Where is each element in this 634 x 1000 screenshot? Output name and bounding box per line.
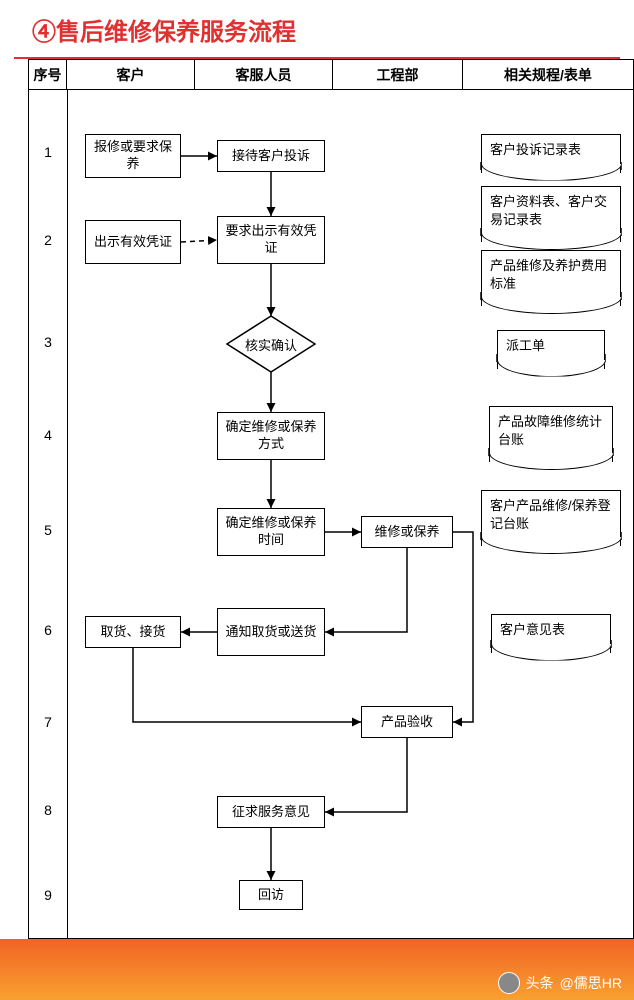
page-background: ④售后维修保养服务流程 序号 客户 客服人员 工程部 相关规程/表单 1 2 3: [0, 0, 634, 1000]
process-box: 要求出示有效凭证: [217, 216, 325, 264]
process-box: 产品验收: [361, 706, 453, 738]
row-number: 6: [29, 622, 67, 638]
document-shape: 客户意见表: [491, 614, 611, 653]
col-header-seq: 序号: [29, 60, 67, 89]
col-header-doc: 相关规程/表单: [463, 60, 633, 89]
document-shape: 客户投诉记录表: [481, 134, 621, 173]
flowchart-sheet: 序号 客户 客服人员 工程部 相关规程/表单 1 2 3 4 5 6 7 8 9 报修或要求保养 接…: [28, 59, 634, 939]
row-number: 3: [29, 334, 67, 350]
document-shape: 客户产品维修/保养登记台账: [481, 490, 621, 546]
attribution: 头条 @儒思HR: [498, 972, 622, 994]
process-box: 取货、接货: [85, 616, 181, 648]
attribution-name: @儒思HR: [560, 973, 622, 993]
process-box: 确定维修或保养时间: [217, 508, 325, 556]
document-shape: 产品故障维修统计台账: [489, 406, 613, 462]
process-box: 回访: [239, 880, 303, 910]
row-number: 9: [29, 887, 67, 903]
process-box: 维修或保养: [361, 516, 453, 548]
process-box: 出示有效凭证: [85, 220, 181, 264]
process-box: 确定维修或保养方式: [217, 412, 325, 460]
document-shape: 客户资料表、客户交易记录表: [481, 186, 621, 242]
page-title: ④售后维修保养服务流程: [14, 0, 620, 59]
row-number: 5: [29, 522, 67, 538]
row-number: 2: [29, 232, 67, 248]
attribution-prefix: 头条: [526, 973, 554, 993]
col-header-cs: 客服人员: [195, 60, 333, 89]
process-box: 报修或要求保养: [85, 134, 181, 178]
row-number: 7: [29, 714, 67, 730]
document-shape: 派工单: [497, 330, 605, 369]
table-header: 序号 客户 客服人员 工程部 相关规程/表单: [29, 60, 633, 90]
avatar-icon: [498, 972, 520, 994]
process-box: 接待客户投诉: [217, 140, 325, 172]
frame: ④售后维修保养服务流程 序号 客户 客服人员 工程部 相关规程/表单 1 2 3: [0, 0, 634, 939]
row-number: 4: [29, 427, 67, 443]
row-number: 1: [29, 144, 67, 160]
col-header-cust: 客户: [67, 60, 195, 89]
flow-canvas: 1 2 3 4 5 6 7 8 9 报修或要求保养 接待客户投诉出示有效凭证要求出示有效凭证核实确认…: [29, 90, 633, 938]
process-box: 通知取货或送货: [217, 608, 325, 656]
document-shape: 产品维修及养护费用标准: [481, 250, 621, 306]
diamond-node: 核实确认: [227, 316, 315, 372]
col-header-eng: 工程部: [333, 60, 463, 89]
process-box: 征求服务意见: [217, 796, 325, 828]
row-number: 8: [29, 802, 67, 818]
